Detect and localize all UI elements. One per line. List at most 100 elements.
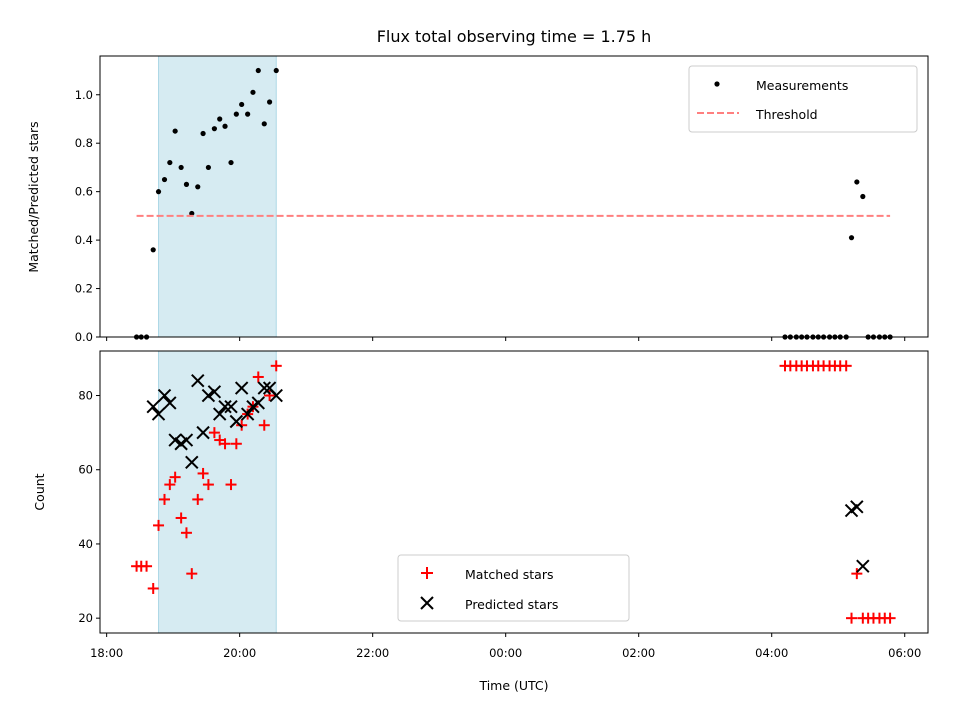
matched-stars-point <box>159 493 171 505</box>
matched-stars-point <box>169 471 181 483</box>
matched-stars-point <box>208 427 220 439</box>
predicted-stars-point <box>234 381 249 395</box>
bottom-y-tick-label: 60 <box>78 463 93 477</box>
x-tick-label: 00:00 <box>489 646 522 660</box>
measurements-point <box>200 130 206 137</box>
matched-stars-point <box>884 612 896 624</box>
measurements-point <box>183 181 190 187</box>
measurements-point <box>211 126 217 132</box>
x-tick-label: 04:00 <box>755 646 788 660</box>
matched-stars-point <box>236 419 248 431</box>
x-tick-label: 06:00 <box>888 646 921 660</box>
top-x-ticks <box>106 337 906 341</box>
top-y-tick-label: 1.0 <box>75 88 93 102</box>
matched-stars-point <box>147 582 159 594</box>
legend-label-threshold: Threshold <box>755 107 818 122</box>
matched-stars-point <box>180 527 192 539</box>
top-shaded-span <box>158 55 277 338</box>
matched-stars-point <box>270 360 282 372</box>
measurements-point <box>860 193 866 200</box>
measurements-point <box>261 121 267 127</box>
predicted-stars-point <box>168 433 182 447</box>
predicted-stars-point <box>191 373 205 388</box>
top-legend: Measurements Threshold <box>688 65 918 133</box>
top-legend-box <box>688 65 918 133</box>
measurements-point <box>150 247 156 253</box>
top-y-ticks: 0.0 0.2 0.4 0.6 0.8 1.0 <box>75 88 100 344</box>
measurements-point <box>189 210 195 217</box>
predicted-stars-point <box>196 425 210 440</box>
matched-stars-point <box>258 419 270 431</box>
matched-stars-point <box>851 568 863 580</box>
legend-marker-predicted-stars <box>420 596 434 610</box>
predicted-stars-point <box>251 396 265 410</box>
matched-stars-point <box>202 479 214 491</box>
predicted-stars-point <box>218 399 232 414</box>
predicted-stars-point <box>269 388 283 403</box>
predicted-stars-point <box>240 407 255 421</box>
bottom-legend-box <box>397 554 630 622</box>
predicted-stars-point <box>179 433 194 447</box>
matched-stars-point <box>186 568 198 580</box>
measurements-point <box>222 123 228 129</box>
matched-stars-point <box>192 493 204 505</box>
legend-label-predicted-stars: Predicted stars <box>465 597 558 612</box>
predicted-stars-point <box>856 559 870 573</box>
predicted-stars-point <box>146 399 160 414</box>
matched-stars-point <box>153 519 165 531</box>
matched-stars-point <box>175 512 187 524</box>
predicted-stars-point <box>201 388 216 403</box>
predicted-stars-point <box>185 455 199 470</box>
x-tick-label: 18:00 <box>90 646 123 660</box>
legend-marker-measurements <box>714 81 720 87</box>
measurements-point <box>273 67 279 74</box>
top-y-tick-label: 0.8 <box>75 136 93 150</box>
measurements-point <box>178 164 184 171</box>
measurements-point <box>161 176 168 183</box>
matched-stars-point <box>219 438 231 450</box>
matched-stars-point <box>840 360 852 372</box>
measurements-point <box>255 67 261 74</box>
top-y-tick-label: 0.2 <box>75 282 93 296</box>
measurements-point <box>848 235 855 241</box>
bottom-y-ticks: 20 40 60 80 <box>78 389 100 625</box>
predicted-stars-point <box>163 396 177 410</box>
top-panel: 0.0 0.2 0.4 0.6 0.8 1.0 Matched/Predicted sta… <box>26 55 929 344</box>
top-marks <box>133 67 893 340</box>
top-y-tick-label: 0.6 <box>75 185 93 199</box>
measurements-point <box>155 189 162 195</box>
top-axes-frame <box>99 55 929 338</box>
measurements-point <box>854 179 860 185</box>
measurements-point <box>233 111 239 117</box>
measurements-point <box>205 164 212 171</box>
x-axis-label: Time (UTC) <box>478 678 548 693</box>
x-tick-label: 02:00 <box>622 646 655 660</box>
measurements-point <box>217 116 223 122</box>
figure-title: Flux total observing time = 1.75 h <box>377 27 652 46</box>
matched-stars-point <box>225 479 237 491</box>
bottom-y-tick-label: 40 <box>78 537 93 551</box>
matched-stars-point <box>264 390 276 402</box>
measurements-point <box>172 128 178 134</box>
legend-marker-matched-stars <box>421 567 433 579</box>
top-shaded-region <box>158 55 277 338</box>
measurements-point <box>228 159 234 166</box>
predicted-stars-point <box>850 500 864 514</box>
bottom-y-tick-label: 80 <box>78 389 93 403</box>
matched-stars-point <box>230 438 242 450</box>
measurements-point <box>239 101 245 108</box>
matched-stars-point <box>164 479 176 491</box>
measurements-point <box>266 99 273 105</box>
predicted-stars-point <box>224 399 238 414</box>
predicted-stars-point <box>157 388 172 403</box>
x-tick-label: 20:00 <box>223 646 256 660</box>
bottom-axes-frame <box>99 350 929 634</box>
bottom-y-tick-label: 20 <box>78 611 93 625</box>
bottom-y-axis-label: Count <box>32 473 47 510</box>
measurements-point <box>245 111 251 117</box>
matched-stars-point <box>197 467 209 479</box>
matched-stars-point <box>846 612 858 624</box>
matched-stars-point <box>141 560 153 572</box>
legend-label-measurements: Measurements <box>756 78 848 93</box>
